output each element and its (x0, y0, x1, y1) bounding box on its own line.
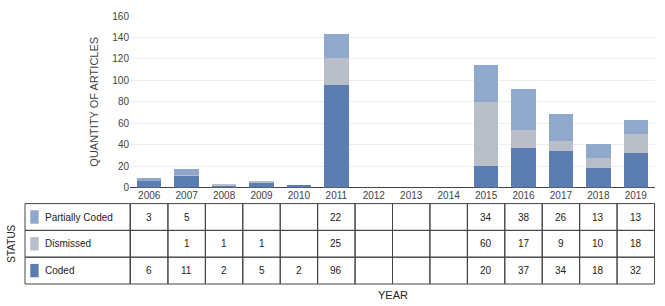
svg-text:20: 20 (480, 265, 492, 276)
svg-text:20: 20 (118, 161, 130, 172)
svg-text:10: 10 (592, 238, 604, 249)
svg-text:60: 60 (118, 118, 130, 129)
svg-text:140: 140 (112, 32, 129, 43)
svg-text:25: 25 (330, 238, 342, 249)
svg-text:2014: 2014 (438, 190, 461, 201)
svg-text:6: 6 (146, 265, 152, 276)
svg-text:1: 1 (184, 238, 190, 249)
svg-text:1: 1 (259, 238, 265, 249)
svg-text:5: 5 (184, 212, 190, 223)
svg-text:13: 13 (630, 212, 642, 223)
svg-text:34: 34 (555, 265, 567, 276)
svg-text:Coded: Coded (45, 265, 74, 276)
svg-text:40: 40 (118, 139, 130, 150)
svg-text:1: 1 (221, 238, 227, 249)
svg-text:60: 60 (480, 238, 492, 249)
svg-text:2006: 2006 (138, 190, 161, 201)
svg-text:18: 18 (630, 238, 642, 249)
svg-text:26: 26 (555, 212, 567, 223)
svg-text:2016: 2016 (512, 190, 535, 201)
svg-text:9: 9 (558, 238, 564, 249)
svg-text:2: 2 (221, 265, 227, 276)
svg-text:2017: 2017 (550, 190, 573, 201)
svg-text:2: 2 (296, 265, 302, 276)
svg-text:11: 11 (181, 265, 192, 276)
svg-text:18: 18 (592, 265, 604, 276)
svg-text:2013: 2013 (400, 190, 423, 201)
svg-text:3: 3 (146, 212, 152, 223)
svg-text:2008: 2008 (213, 190, 236, 201)
svg-text:13: 13 (592, 212, 604, 223)
svg-text:100: 100 (112, 75, 129, 86)
svg-text:2009: 2009 (250, 190, 273, 201)
svg-text:2012: 2012 (363, 190, 386, 201)
svg-text:YEAR: YEAR (378, 289, 408, 301)
svg-text:80: 80 (118, 96, 130, 107)
svg-text:2007: 2007 (176, 190, 199, 201)
svg-text:Partially Coded: Partially Coded (45, 212, 113, 223)
svg-text:2018: 2018 (587, 190, 610, 201)
svg-text:22: 22 (330, 212, 342, 223)
svg-text:160: 160 (112, 11, 129, 22)
svg-text:5: 5 (259, 265, 265, 276)
svg-text:2011: 2011 (326, 190, 348, 201)
svg-text:2019: 2019 (625, 190, 648, 201)
svg-text:37: 37 (518, 265, 530, 276)
svg-text:2010: 2010 (288, 190, 311, 201)
svg-text:0: 0 (123, 182, 129, 193)
svg-text:34: 34 (480, 212, 492, 223)
svg-text:Dismissed: Dismissed (45, 238, 91, 249)
svg-text:32: 32 (630, 265, 642, 276)
svg-text:120: 120 (112, 53, 129, 64)
svg-text:17: 17 (518, 238, 530, 249)
svg-text:96: 96 (330, 265, 342, 276)
svg-text:STATUS: STATUS (6, 224, 17, 262)
svg-text:QUANTITY OF ARTICLES: QUANTITY OF ARTICLES (88, 37, 100, 167)
svg-text:38: 38 (518, 212, 530, 223)
svg-text:2015: 2015 (475, 190, 498, 201)
